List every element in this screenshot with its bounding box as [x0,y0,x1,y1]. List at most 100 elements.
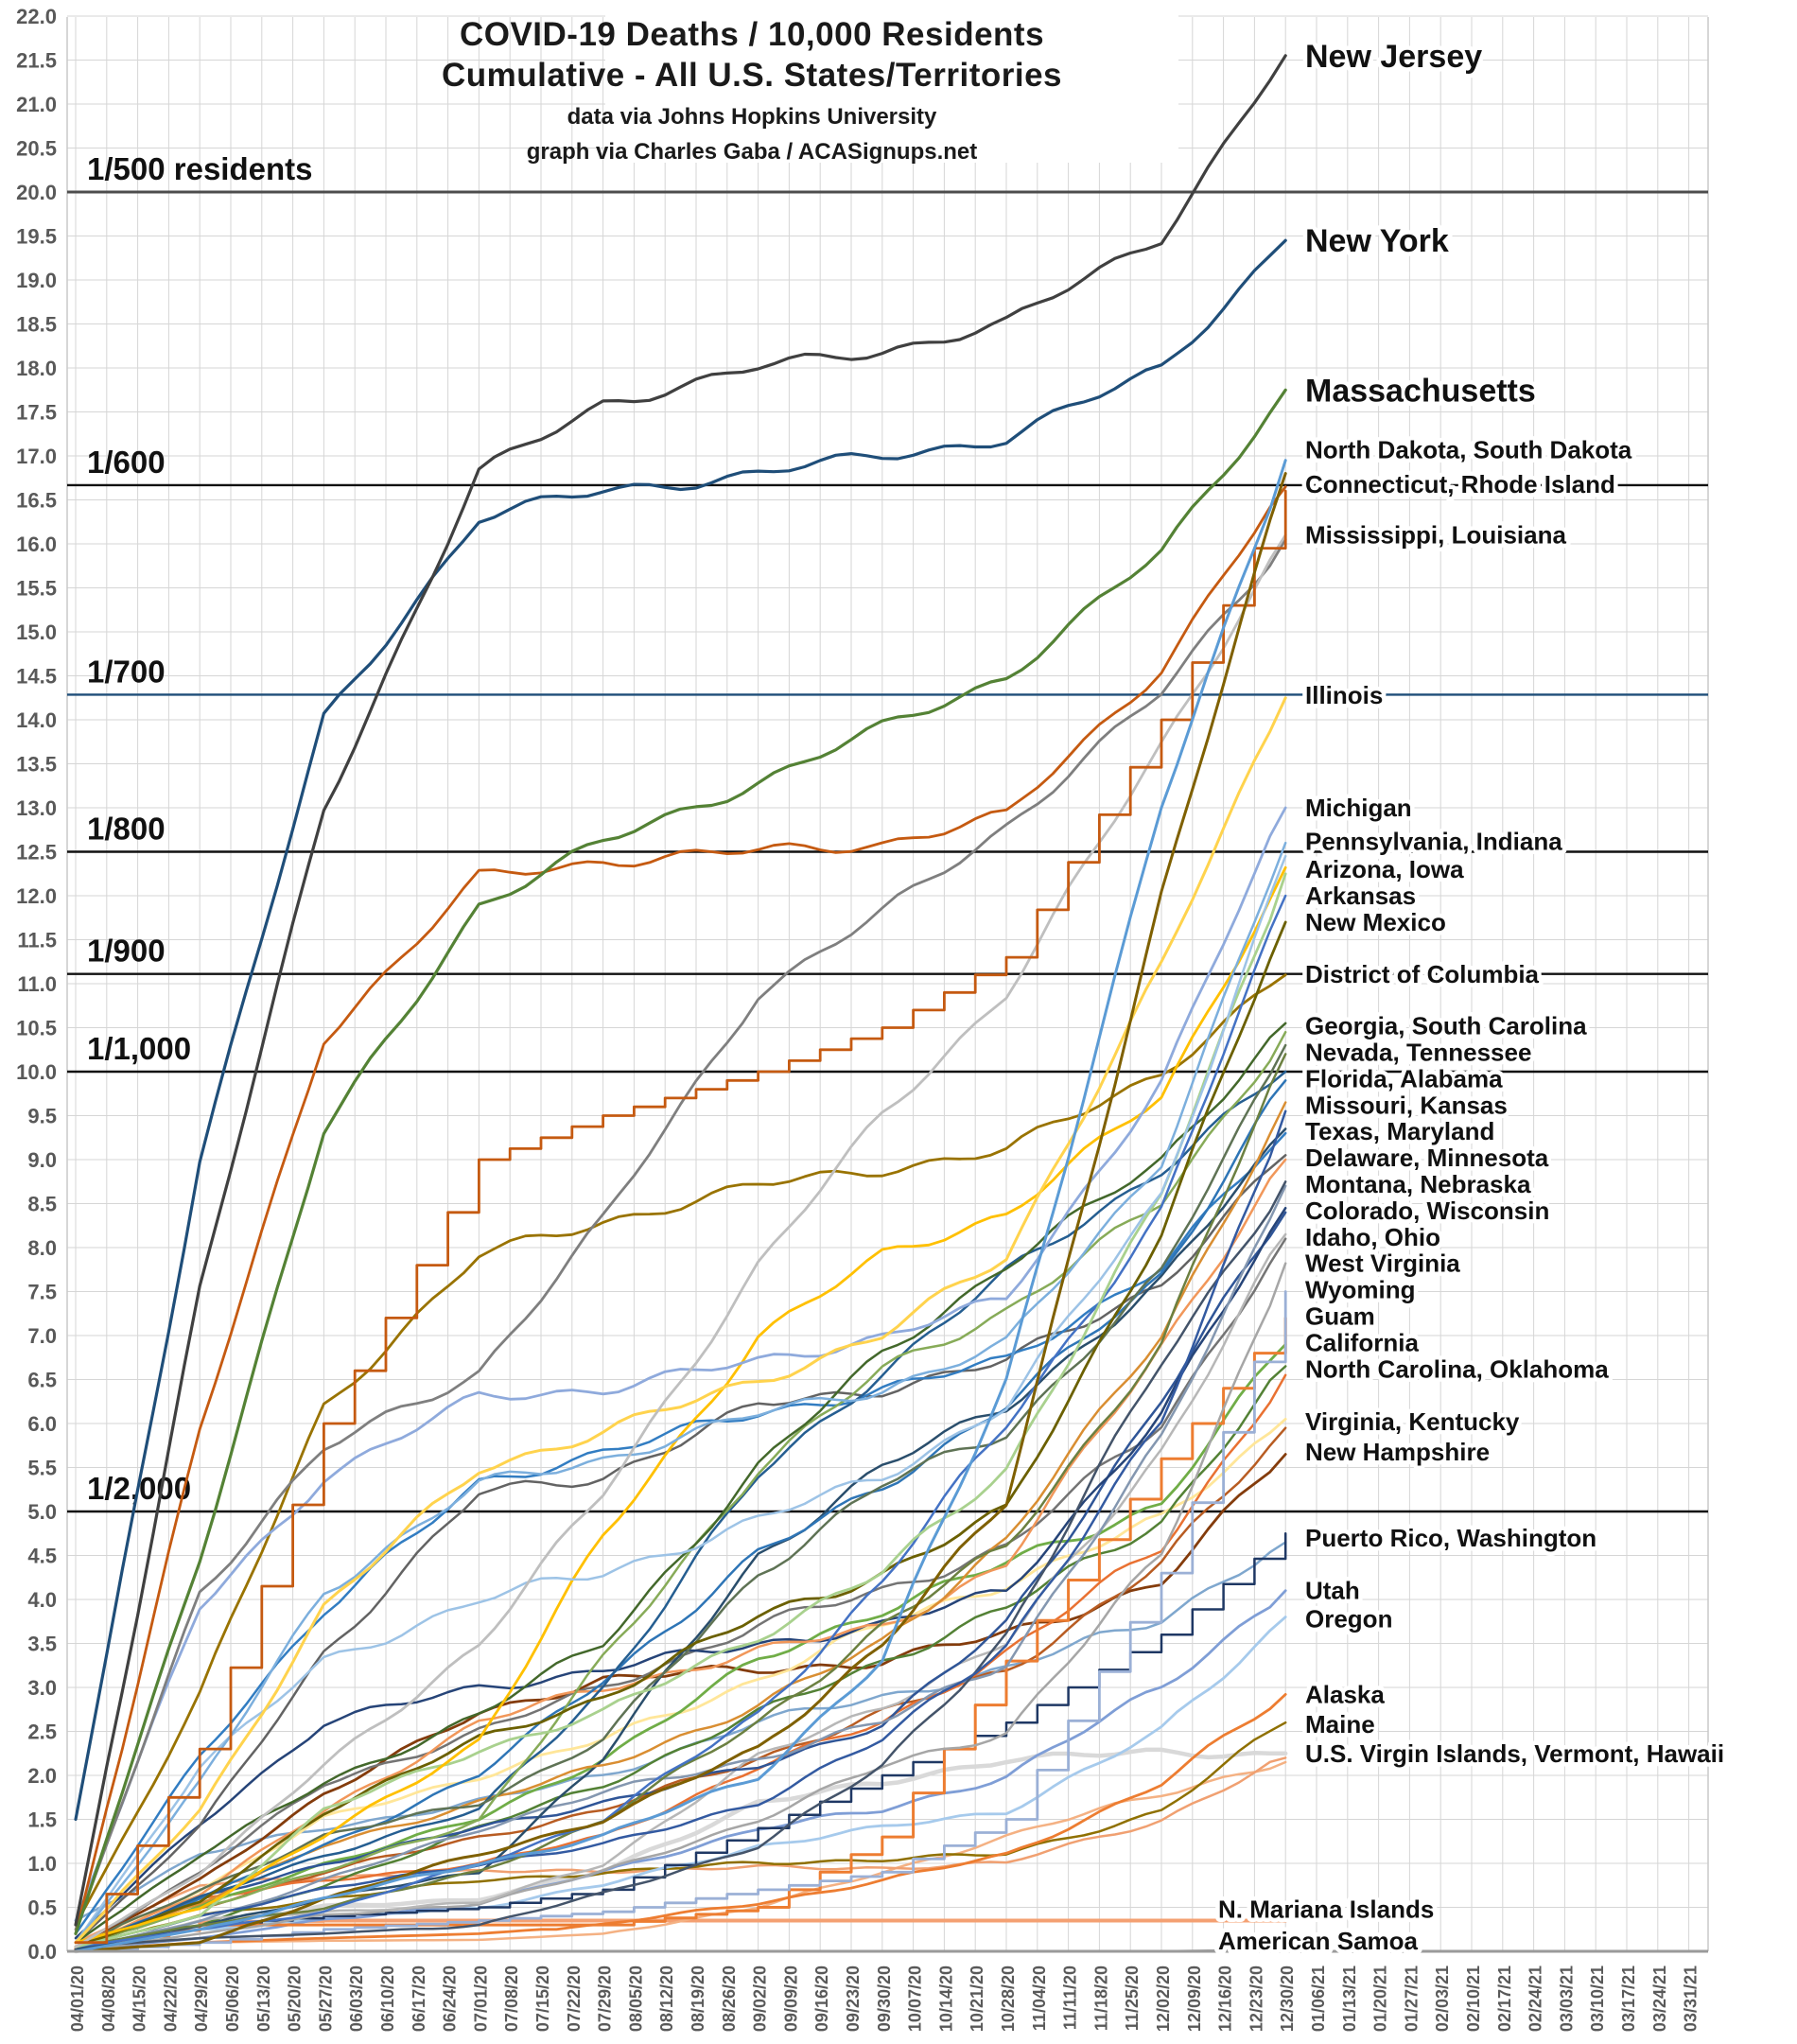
x-axis-tick: 02/03/21 [1433,1965,1452,2032]
state-end-label: California [1305,1328,1419,1356]
series-rhode-island [74,489,1287,1945]
x-axis-tick: 12/02/20 [1154,1965,1173,2032]
state-end-label: Georgia, South Carolina [1305,1012,1587,1040]
y-axis-tick: 0.5 [27,1896,57,1920]
x-axis-tick: 05/20/20 [286,1965,305,2032]
x-axis-tick: 03/03/21 [1557,1965,1576,2032]
y-axis-tick: 12.5 [16,841,57,865]
series-hawaii [74,1760,1287,1953]
series-new-mexico [74,920,1287,1948]
x-axis-tick: 09/16/20 [812,1965,831,2032]
x-axis-tick: 05/27/20 [316,1965,335,2032]
y-axis-tick: 19.0 [16,269,57,292]
y-axis-tick: 15.5 [16,577,57,601]
x-axis-tick: 07/01/20 [471,1965,490,2032]
y-axis-tick: 8.0 [27,1236,57,1260]
y-axis-tick: 4.0 [27,1588,57,1612]
reference-line-label: 1/700 [87,654,166,689]
y-axis-tick: 14.5 [16,665,57,689]
x-axis-tick: 10/07/20 [906,1965,925,2032]
series-minnesota [74,1158,1287,1948]
series-west-virginia [74,1262,1287,1953]
y-axis-tick: 1.5 [27,1808,57,1832]
series-maine [74,1721,1287,1948]
x-axis-tick: 09/23/20 [844,1965,863,2032]
series-guam [74,1316,1287,1948]
x-axis-tick: 03/10/21 [1588,1965,1607,2032]
x-axis-tick: 02/24/21 [1527,1965,1545,2032]
state-end-label: Connecticut, Rhode Island [1305,470,1615,498]
reference-line-label: 1/500 residents [87,151,312,186]
state-end-label: Colorado, Wisconsin [1305,1197,1549,1225]
series-missouri [74,1101,1287,1948]
y-axis-tick: 6.0 [27,1412,57,1436]
series-alaska [74,1693,1287,1952]
y-axis-tick: 3.0 [27,1676,57,1700]
state-end-label: Maine [1305,1710,1375,1738]
series-montana [74,1180,1287,1948]
series-pennsylvania [74,841,1287,1944]
state-end-label: Utah [1305,1577,1360,1605]
y-axis-tick: 14.0 [16,708,57,732]
state-end-label: Delaware, Minnesota [1305,1144,1549,1172]
state-end-label: District of Columbia [1305,960,1540,988]
x-axis-tick: 08/19/20 [689,1965,707,2032]
state-end-label: New Mexico [1305,908,1446,936]
state-end-label: Oregon [1305,1604,1392,1633]
x-axis-tick: 05/06/20 [223,1965,242,2032]
series-tennessee [74,1053,1287,1948]
state-end-label: North Dakota, South Dakota [1305,435,1632,463]
state-end-label: Alaska [1305,1680,1385,1708]
x-axis-tick: 06/03/20 [347,1965,366,2032]
x-axis-tick: 04/29/20 [192,1965,211,2032]
state-end-label: Idaho, Ohio [1305,1223,1440,1251]
reference-line-label: 1/600 [87,445,166,480]
y-axis-tick: 3.5 [27,1633,57,1656]
x-axis-tick: 07/29/20 [596,1965,615,2032]
x-axis-tick: 11/25/20 [1123,1965,1142,2031]
x-axis-tick: 05/13/20 [254,1965,273,2032]
x-axis-tick: 03/24/21 [1650,1965,1669,2032]
series-south-dakota [74,472,1287,1953]
x-axis-tick: 03/31/21 [1682,1965,1701,2032]
series-louisiana [74,537,1287,1931]
y-axis-tick: 1.0 [27,1852,57,1876]
y-axis-tick: 5.5 [27,1457,57,1480]
series-michigan [74,806,1287,1922]
x-axis-tick: 11/18/20 [1091,1965,1110,2031]
x-axis-tick: 07/08/20 [502,1965,521,2032]
state-end-label: West Virginia [1305,1249,1460,1278]
state-end-label: Missouri, Kansas [1305,1091,1508,1119]
state-end-label: North Carolina, Oklahoma [1305,1354,1609,1383]
series-arkansas [74,894,1287,1948]
x-axis-tick: 11/11/20 [1061,1965,1080,2030]
y-axis-tick: 10.5 [16,1017,57,1040]
x-axis-tick: 01/13/21 [1340,1965,1359,2032]
state-end-label: American Samoa [1218,1927,1419,1955]
state-end-label: Michigan [1305,794,1412,822]
x-axis-tick: 04/22/20 [161,1965,180,2032]
state-end-label: Nevada, Tennessee [1305,1039,1531,1067]
state-end-label: Texas, Maryland [1305,1117,1494,1145]
x-axis-tick: 10/28/20 [999,1965,1018,2032]
x-axis-tick: 06/24/20 [441,1965,460,2032]
series-new-jersey [74,54,1287,1927]
series-utah [74,1589,1287,1951]
state-end-label: Florida, Alabama [1305,1064,1503,1092]
y-axis-tick: 21.5 [16,49,57,73]
series-new-york [74,238,1287,1822]
y-axis-tick: 18.5 [16,313,57,337]
x-axis-tick: 07/15/20 [533,1965,552,2032]
x-axis-tick: 09/09/20 [781,1965,800,2032]
state-end-label: Wyoming [1305,1276,1416,1304]
y-axis-tick: 13.0 [16,796,57,820]
x-axis-tick: 01/20/21 [1371,1965,1390,2032]
y-axis-tick: 20.0 [16,181,57,204]
state-end-label: Massachusetts [1305,373,1536,409]
x-axis-tick: 10/21/20 [968,1965,986,2032]
x-axis-tick: 11/04/20 [1030,1965,1049,2031]
y-axis-tick: 5.0 [27,1500,57,1524]
y-axis-tick: 6.5 [27,1369,57,1392]
x-axis-tick: 08/26/20 [720,1965,739,2032]
